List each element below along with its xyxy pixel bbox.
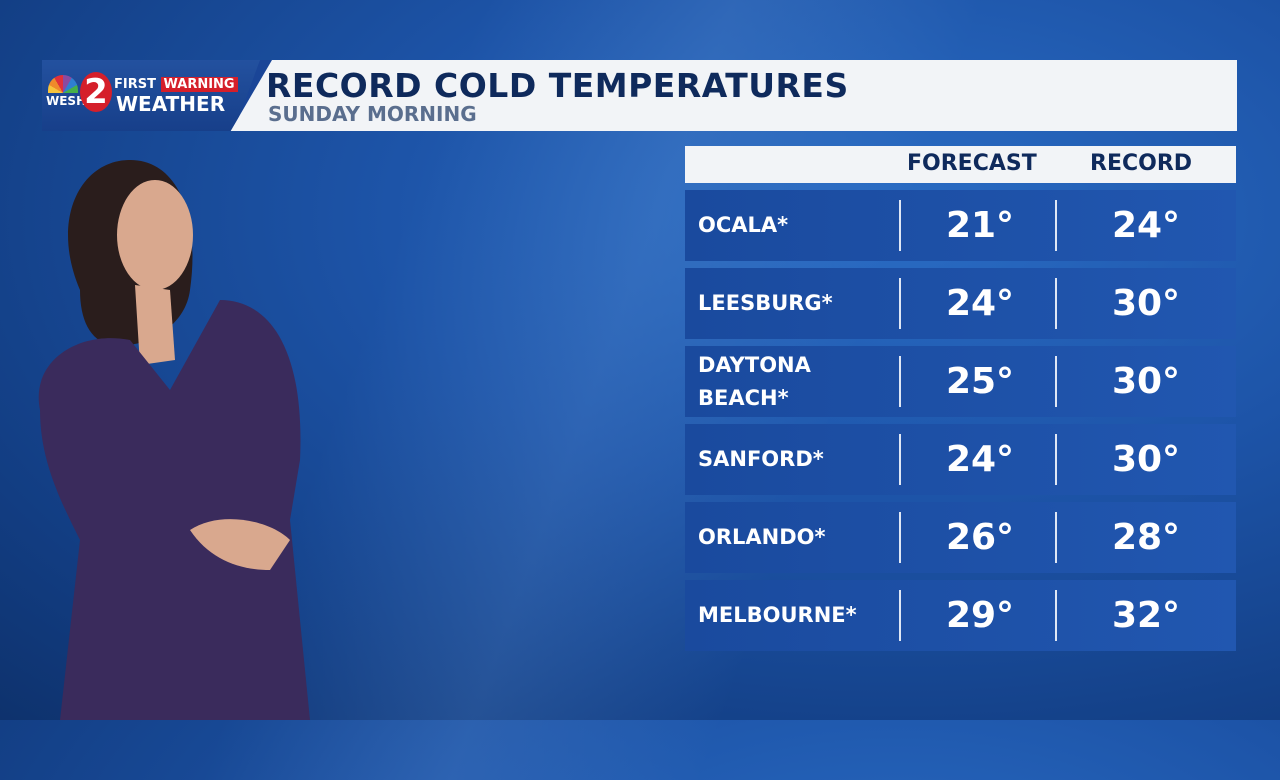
table-row: MELBOURNE* 29° 32° [685,580,1236,651]
record-value: 30° [1111,439,1181,480]
brand-panel: WESH 2 FIRST WARNING WEATHER [42,60,272,131]
forecast-value: 26° [945,517,1015,558]
table-row: LEESBURG* 24° 30° [685,268,1236,339]
record-value: 28° [1111,517,1181,558]
divider [899,434,901,485]
page-title: RECORD COLD TEMPERATURES [266,66,849,105]
table-row: OCALA* 21° 24° [685,190,1236,261]
forecast-value: 24° [945,283,1015,324]
city-name: MELBOURNE* [698,603,857,627]
city-name: ORLANDO* [698,525,826,549]
page-subtitle: SUNDAY MORNING [268,102,477,126]
divider [1055,434,1057,485]
channel-number: 2 [80,72,112,112]
city-name: OCALA* [698,213,789,237]
column-header-record: RECORD [1090,151,1193,176]
first-warning-label: FIRST WARNING [114,77,238,92]
city-name: SANFORD* [698,447,824,471]
station-name: WESH [46,94,87,108]
nbc-peacock-logo [48,75,78,93]
weather-label: WEATHER [116,92,226,116]
warning-text: WARNING [160,77,238,92]
divider [1055,200,1057,251]
divider [1055,278,1057,329]
divider [1055,512,1057,563]
divider [899,200,901,251]
city-name: DAYTONA BEACH* [698,352,811,410]
table-row: ORLANDO* 26° 28° [685,502,1236,573]
divider [899,278,901,329]
first-text: FIRST [114,77,156,92]
header-bar: WESH 2 FIRST WARNING WEATHER RECORD COLD… [42,60,1237,131]
brand-background [42,60,260,131]
divider [899,590,901,641]
table-row: DAYTONA BEACH* 25° 30° [685,346,1236,417]
presenter-image [38,160,311,720]
city-name: LEESBURG* [698,291,833,315]
record-value: 30° [1111,361,1181,402]
forecast-value: 25° [945,361,1015,402]
record-value: 24° [1111,205,1181,246]
forecast-value: 24° [945,439,1015,480]
forecast-value: 21° [945,205,1015,246]
divider [1055,356,1057,407]
table-row: SANFORD* 24° 30° [685,424,1236,495]
divider [899,512,901,563]
record-value: 30° [1111,283,1181,324]
record-value: 32° [1111,595,1181,636]
forecast-value: 29° [945,595,1015,636]
column-header-forecast: FORECAST [907,151,1037,176]
divider [1055,590,1057,641]
temperature-table: FORECAST RECORD OCALA* 21° 24° LEESBURG* 24… [685,146,1236,651]
divider [899,356,901,407]
table-header: FORECAST RECORD [685,146,1236,183]
